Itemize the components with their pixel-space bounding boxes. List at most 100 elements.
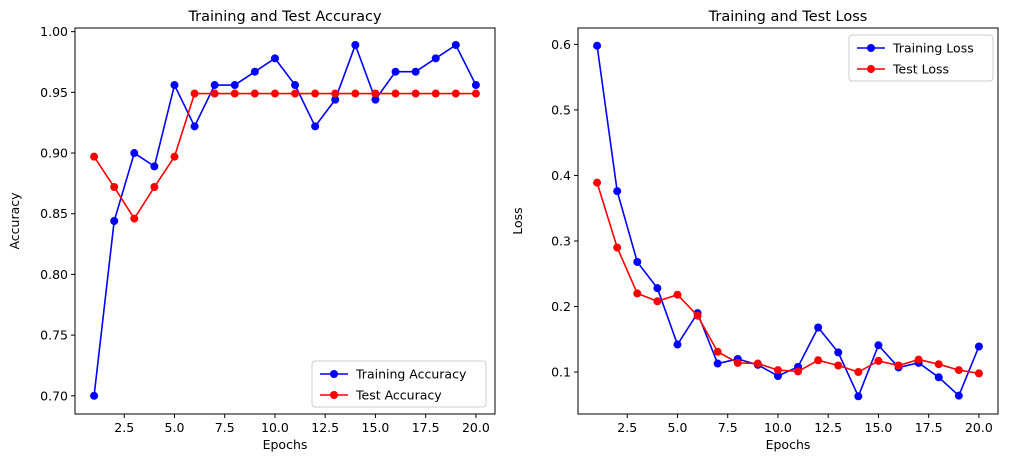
x-tick-label: 17.5 [915,420,943,435]
series-line-0 [93,42,477,396]
chart-title: Training and Test Loss [708,9,868,25]
legend-marker [867,65,875,73]
data-point [270,54,279,63]
data-point [653,284,662,293]
data-point [250,67,259,76]
plot-area-frame [577,27,999,415]
data-point [954,366,963,375]
data-point [311,122,320,131]
y-tick-label: 0.70 [40,388,68,403]
data-point [250,89,259,98]
legend-box [311,360,487,408]
legend-marker [330,370,338,378]
data-point [351,40,360,49]
data-point [613,187,622,196]
series-line-0 [596,45,980,399]
x-tick-label: 10.0 [764,420,792,435]
data-point [974,342,983,351]
data-point [210,81,219,90]
data-point [291,81,300,90]
data-point [794,367,803,376]
chart-title: Training and Test Accuracy [187,9,381,25]
x-tick-label: 5.0 [668,420,688,435]
data-point [230,89,239,98]
y-axis-label: Accuracy [7,192,22,250]
data-point [130,214,139,223]
data-point [773,371,782,380]
x-tick-label: 15.0 [865,420,893,435]
x-tick-label: 20.0 [462,420,490,435]
data-point [874,356,883,365]
data-point [834,348,843,357]
series-line-1 [596,182,980,375]
y-tick-label: 0.75 [40,328,68,343]
data-point [90,152,99,161]
data-point [170,152,179,161]
data-point [471,81,480,90]
data-point [110,217,119,225]
data-point [753,359,762,368]
data-point [633,289,642,298]
accuracy-chart: Training and Test Accuracy 2.5 5.0 7.5 10.0 1… [7,9,496,452]
data-point [110,183,119,192]
data-point [351,89,360,98]
x-tick-label: 7.5 [215,420,235,435]
data-point [451,89,460,98]
data-point [331,95,340,104]
legend-label: Test Loss [892,62,949,77]
data-point [230,81,239,90]
y-tick-label: 0.4 [551,168,571,183]
y-tick-label: 0.2 [551,299,571,314]
data-point [371,95,380,104]
data-point [190,89,199,98]
data-point [954,391,963,400]
data-point [713,359,722,368]
y-tick-label: 1.00 [40,24,68,39]
series-line-1 [93,92,476,221]
data-point [934,373,943,382]
data-point [150,183,159,192]
data-point [633,257,642,266]
data-point [411,89,420,98]
y-tick-label: 0.95 [40,85,68,100]
data-point [150,162,159,171]
data-point [593,178,602,187]
loss-chart: Training and Test Loss 2.5 5.0 7.5 10.0 12.5 1… [510,9,999,452]
legend-label: Training Accuracy [355,367,467,382]
data-point [190,122,199,131]
data-point [613,243,622,252]
data-point [391,67,400,76]
data-point [673,340,682,349]
y-axis-label: Loss [510,207,525,234]
data-point [371,89,380,98]
data-point [854,368,863,377]
data-point [471,89,480,98]
legend: Training Loss Test Loss [848,34,994,82]
data-point [713,347,722,356]
y-tick-label: 0.80 [40,267,68,282]
y-tick-label: 0.3 [551,233,571,248]
data-point [411,67,420,76]
data-point [331,89,340,98]
x-axis-label: Epochs [766,437,811,452]
x-tick-label: 10.0 [261,420,289,435]
x-tick-label: 17.5 [412,420,440,435]
y-tick-label: 0.90 [40,146,68,161]
x-tick-label: 20.0 [965,420,993,435]
data-point [593,41,602,50]
data-point [874,341,883,350]
y-tick-label: 0.6 [551,37,571,52]
x-tick-label: 2.5 [617,420,637,435]
x-tick-label: 5.0 [165,420,185,435]
data-point [834,361,843,370]
plot-area-frame [74,27,496,415]
x-tick-label: 15.0 [362,420,390,435]
legend-label: Training Loss [892,41,974,56]
legend-marker [867,44,875,52]
data-point [431,54,440,63]
data-point [814,356,823,365]
data-point [431,89,440,98]
data-point [291,89,300,98]
data-point [733,358,742,367]
